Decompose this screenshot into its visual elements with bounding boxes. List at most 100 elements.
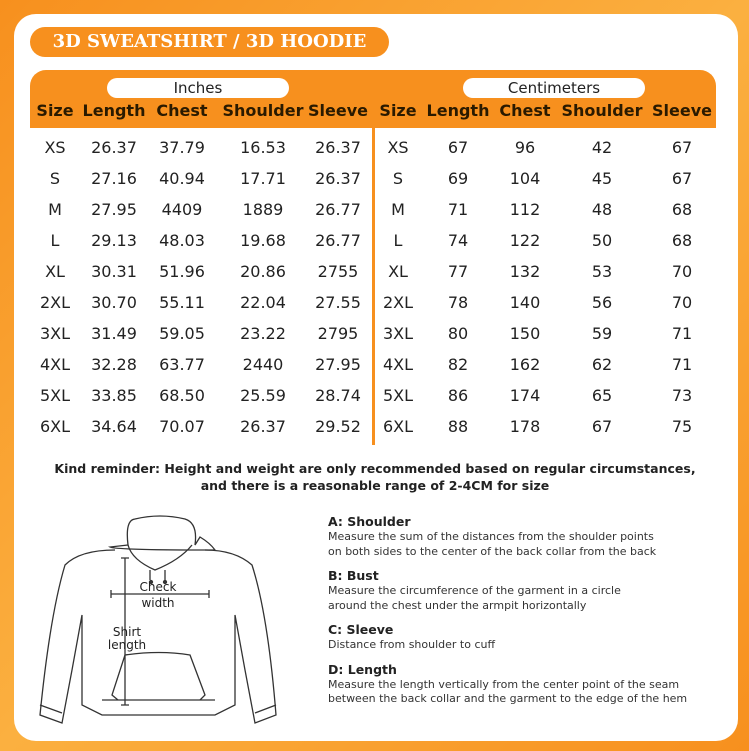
inches-label: Inches	[107, 78, 289, 98]
check-label: Check	[140, 580, 177, 594]
column-header: Chest	[156, 101, 208, 120]
table-cell: 71	[671, 355, 693, 374]
table-cell: 34.64	[91, 417, 137, 436]
table-cell: 68	[671, 200, 693, 219]
table-cell: XS	[44, 138, 66, 157]
column-header: Shoulder	[222, 101, 304, 120]
table-cell: 5XL	[382, 386, 414, 405]
table-cell: 75	[671, 417, 693, 436]
measure-shoulder: A: Shoulder Measure the sum of the distan…	[328, 514, 728, 559]
table-cell: 45	[591, 169, 613, 188]
table-cell: 2795	[317, 324, 359, 343]
table-cell: 82	[447, 355, 469, 374]
table-cell: 37.79	[159, 138, 205, 157]
table-cell: M	[391, 200, 405, 219]
table-cell: 174	[509, 386, 541, 405]
table-cell: 19.68	[240, 231, 286, 250]
measure-title: D: Length	[328, 661, 397, 677]
reminder-line: and there is a reasonable range of 2-4CM…	[200, 478, 550, 493]
table-cell: 74	[447, 231, 469, 250]
table-cell: 27.55	[315, 293, 361, 312]
table-cell: 67	[447, 138, 469, 157]
measure-text: Measure the sum of the distances from th…	[328, 530, 657, 558]
table-cell: 70	[671, 262, 693, 281]
table-cell: 1889	[242, 200, 284, 219]
table-cell: 2440	[242, 355, 284, 374]
table-cell: 56	[591, 293, 613, 312]
table-cell: S	[49, 169, 61, 188]
table-cell: 63.77	[159, 355, 205, 374]
length-label: length	[108, 638, 146, 652]
column-header: Length	[426, 101, 490, 120]
table-cell: 70.07	[159, 417, 205, 436]
table-cell: 29.52	[315, 417, 361, 436]
measurement-descriptions: A: Shoulder Measure the sum of the distan…	[328, 514, 728, 716]
width-label: width	[141, 596, 174, 610]
table-cell: 48.03	[159, 231, 205, 250]
table-cell: 30.70	[91, 293, 137, 312]
table-cell: L	[393, 231, 403, 250]
table-cell: 33.85	[91, 386, 137, 405]
table-cell: 67	[671, 138, 693, 157]
table-cell: 51.96	[159, 262, 205, 281]
table-cell: 32.28	[91, 355, 137, 374]
chart-title: 3D SWEATSHIRT / 3D HOODIE	[30, 27, 389, 57]
table-cell: 26.37	[315, 169, 361, 188]
table-cell: 23.22	[240, 324, 286, 343]
column-header: Chest	[499, 101, 551, 120]
table-cell: XL	[388, 262, 408, 281]
table-cell: 16.53	[240, 138, 286, 157]
table-cell: 3XL	[382, 324, 414, 343]
table-cell: 59.05	[159, 324, 205, 343]
table-cell: 71	[671, 324, 693, 343]
column-header: Sleeve	[308, 101, 368, 120]
table-cell: 26.37	[91, 138, 137, 157]
table-cell: 59	[591, 324, 613, 343]
table-cell: 88	[447, 417, 469, 436]
table-cell: 2XL	[382, 293, 414, 312]
table-cell: 68	[671, 231, 693, 250]
measure-title: B: Bust	[328, 568, 379, 583]
table-cell: 67	[671, 169, 693, 188]
reminder-line: Kind reminder: Height and weight are onl…	[54, 461, 696, 476]
column-header: Sleeve	[652, 101, 712, 120]
table-cell: 67	[591, 417, 613, 436]
table-cell: 68.50	[159, 386, 205, 405]
table-cell: L	[50, 231, 60, 250]
table-divider	[372, 128, 375, 445]
table-cell: 20.86	[240, 262, 286, 281]
column-header: Size	[379, 101, 417, 120]
table-cell: 40.94	[159, 169, 205, 188]
table-cell: XS	[387, 138, 409, 157]
table-cell: 65	[591, 386, 613, 405]
measure-text: Measure the length vertically from the c…	[328, 677, 688, 706]
table-cell: 27.95	[91, 200, 137, 219]
table-cell: 3XL	[39, 324, 71, 343]
table-cell: 140	[509, 293, 541, 312]
table-cell: 73	[671, 386, 693, 405]
table-cell: 80	[447, 324, 469, 343]
table-cell: 150	[509, 324, 541, 343]
measure-text: Distance from shoulder to cuff	[328, 638, 496, 651]
measure-title: C: Sleeve	[328, 622, 394, 637]
table-cell: 4409	[161, 200, 203, 219]
table-cell: 71	[447, 200, 469, 219]
table-cell: 86	[447, 386, 469, 405]
table-cell: 70	[671, 293, 693, 312]
table-cell: 48	[591, 200, 613, 219]
size-chart-card	[14, 14, 738, 741]
table-cell: M	[48, 200, 62, 219]
table-cell: 69	[447, 169, 469, 188]
column-header: Shoulder	[561, 101, 643, 120]
table-cell: XL	[45, 262, 65, 281]
measure-text: Measure the circumference of the garment…	[328, 584, 621, 612]
table-cell: 29.13	[91, 231, 137, 250]
table-cell: 26.37	[315, 138, 361, 157]
measure-sleeve: C: Sleeve Distance from shoulder to cuff	[328, 622, 728, 653]
column-header: Size	[36, 101, 74, 120]
table-cell: 6XL	[39, 417, 71, 436]
table-cell: 122	[509, 231, 541, 250]
table-cell: 26.77	[315, 200, 361, 219]
table-cell: 27.95	[315, 355, 361, 374]
table-cell: 22.04	[240, 293, 286, 312]
